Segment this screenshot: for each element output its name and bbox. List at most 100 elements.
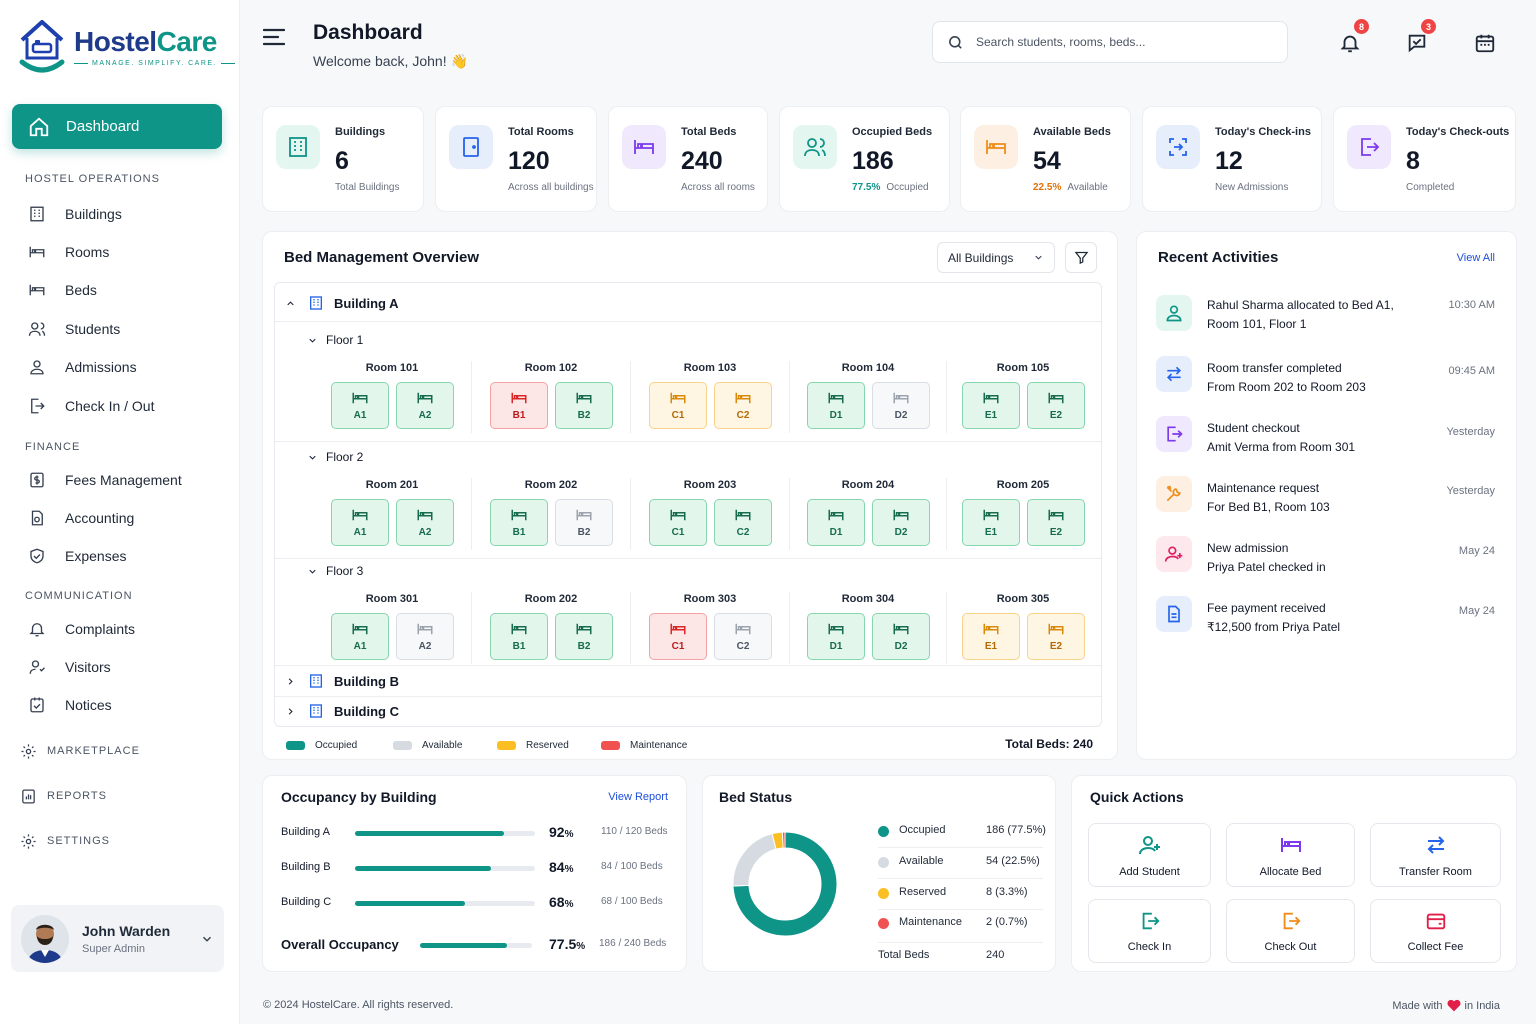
stat-card-checkouts[interactable]: Today's Check-outs 8 Completed <box>1333 106 1516 212</box>
bed-cell[interactable]: C1 <box>649 613 707 660</box>
bed-cell[interactable]: D2 <box>872 382 930 429</box>
bed-cell[interactable]: E1 <box>962 499 1020 546</box>
bed-id: B1 <box>512 640 526 652</box>
notifications-button[interactable]: 8 <box>1329 19 1371 64</box>
check-in-button[interactable]: Check In <box>1088 899 1211 963</box>
search-input[interactable] <box>976 35 1256 49</box>
bed-cell[interactable]: A2 <box>396 499 454 546</box>
sidebar-item-notices[interactable]: Notices <box>28 693 112 717</box>
bed-cell[interactable]: C2 <box>714 613 772 660</box>
bed-cell[interactable]: B2 <box>555 382 613 429</box>
gear-icon <box>21 833 36 849</box>
bed-icon <box>352 392 368 403</box>
floor-row[interactable]: Floor 1 <box>307 333 363 347</box>
sidebar-item-label: Notices <box>65 697 112 713</box>
add-student-button[interactable]: Add Student <box>1088 823 1211 887</box>
transfer-room-button[interactable]: Transfer Room <box>1370 823 1501 887</box>
floor-row[interactable]: Floor 3 <box>307 564 363 578</box>
sidebar-item-buildings[interactable]: Buildings <box>28 202 122 226</box>
logout-icon <box>1361 138 1380 156</box>
bed-cell[interactable]: B1 <box>490 613 548 660</box>
bed-cell[interactable]: B2 <box>555 613 613 660</box>
sidebar-item-label: Rooms <box>65 244 110 260</box>
stat-card-occupied[interactable]: Occupied Beds 186 77.5% Occupied <box>779 106 950 212</box>
bed-cell[interactable]: C2 <box>714 382 772 429</box>
stat-card-buildings[interactable]: Buildings 6 Total Buildings <box>262 106 424 212</box>
sidebar-item-admissions[interactable]: Admissions <box>28 355 137 379</box>
sidebar-item-beds[interactable]: Beds <box>28 278 97 302</box>
activity-detail: Room 101, Floor 1 <box>1207 317 1307 331</box>
view-report-link[interactable]: View Report <box>608 791 668 803</box>
bed-cell[interactable]: A1 <box>331 613 389 660</box>
stat-card-available[interactable]: Available Beds 54 22.5% Available <box>960 106 1131 212</box>
bed-cell[interactable]: E2 <box>1027 382 1085 429</box>
bed-cell[interactable]: A2 <box>396 382 454 429</box>
bed-cell[interactable]: A1 <box>331 382 389 429</box>
bed-cell[interactable]: B1 <box>490 382 548 429</box>
bed-cell[interactable]: E1 <box>962 613 1020 660</box>
bed-cell[interactable]: C1 <box>649 382 707 429</box>
building-row-c[interactable]: Building C <box>275 696 1101 726</box>
bed-cell[interactable]: B1 <box>490 499 548 546</box>
user-profile-card[interactable]: John Warden Super Admin <box>11 905 224 972</box>
activity-item[interactable]: Room transfer completed From Room 202 to … <box>1207 359 1417 397</box>
gear-icon <box>21 743 36 759</box>
stat-card-checkins[interactable]: Today's Check-ins 12 New Admissions <box>1142 106 1322 212</box>
brand-logo[interactable]: HostelCare MANAGE. SIMPLIFY. CARE. <box>18 18 236 74</box>
building-filter-select[interactable]: All Buildings <box>937 242 1055 273</box>
sidebar-item-fees[interactable]: Fees Management <box>28 468 182 492</box>
stat-card-beds[interactable]: Total Beds 240 Across all rooms <box>608 106 768 212</box>
progress-bar <box>355 831 535 836</box>
bed-cell[interactable]: D1 <box>807 613 865 660</box>
bed-cell[interactable]: B2 <box>555 499 613 546</box>
bed-cell[interactable]: C1 <box>649 499 707 546</box>
check-out-button[interactable]: Check Out <box>1226 899 1355 963</box>
bed-icon <box>893 623 909 634</box>
bed-cell[interactable]: D1 <box>807 382 865 429</box>
filter-button[interactable] <box>1065 242 1097 273</box>
activity-item[interactable]: Student checkout Amit Verma from Room 301 <box>1207 419 1417 457</box>
bed-cell[interactable]: E2 <box>1027 613 1085 660</box>
sidebar-item-expenses[interactable]: Expenses <box>28 544 126 568</box>
bed-cell[interactable]: A2 <box>396 613 454 660</box>
bed-cell[interactable]: D1 <box>807 499 865 546</box>
sidebar-item-settings[interactable]: SETTINGS <box>20 831 110 851</box>
sidebar-item-reports[interactable]: REPORTS <box>20 786 107 806</box>
brand-name-part: Hostel <box>74 25 157 57</box>
bed-icon <box>576 509 592 520</box>
collect-fee-button[interactable]: Collect Fee <box>1370 899 1501 963</box>
activity-item[interactable]: New admission Priya Patel checked in <box>1207 539 1417 577</box>
sidebar-item-marketplace[interactable]: MARKETPLACE <box>20 741 140 761</box>
menu-icon[interactable] <box>263 28 285 46</box>
floor-name: Floor 3 <box>326 564 364 578</box>
bed-cell[interactable]: D2 <box>872 499 930 546</box>
view-all-link[interactable]: View All <box>1456 252 1495 264</box>
sidebar-item-complaints[interactable]: Complaints <box>28 617 135 641</box>
sidebar-item-students[interactable]: Students <box>28 317 120 341</box>
bed-cell[interactable]: A1 <box>331 499 389 546</box>
bed-cell[interactable]: D2 <box>872 613 930 660</box>
search-box[interactable] <box>932 21 1288 63</box>
messages-button[interactable]: 3 <box>1396 19 1438 64</box>
document-icon <box>1156 596 1192 632</box>
bed-cell[interactable]: E1 <box>962 382 1020 429</box>
sidebar-item-visitors[interactable]: Visitors <box>28 655 111 679</box>
building-row-b[interactable]: Building B <box>275 666 1101 696</box>
bed-icon <box>511 623 527 634</box>
sidebar-item-check-in-out[interactable]: Check In / Out <box>28 394 154 418</box>
stat-card-rooms[interactable]: Total Rooms 120 Across all buildings <box>435 106 597 212</box>
calendar-button[interactable] <box>1464 22 1506 64</box>
sidebar-item-rooms[interactable]: Rooms <box>28 240 109 264</box>
building-row-a[interactable]: Building A <box>275 288 1101 318</box>
activity-item[interactable]: Rahul Sharma allocated to Bed A1, Room 10… <box>1207 296 1417 334</box>
floor-row[interactable]: Floor 2 <box>307 450 363 464</box>
allocate-bed-button[interactable]: Allocate Bed <box>1226 823 1355 887</box>
activity-item[interactable]: Fee payment received ₹12,500 from Priya P… <box>1207 599 1417 637</box>
bed-cell[interactable]: E2 <box>1027 499 1085 546</box>
activity-item[interactable]: Maintenance request For Bed B1, Room 103 <box>1207 479 1417 517</box>
bed-cell[interactable]: C2 <box>714 499 772 546</box>
chevron-right-icon <box>288 677 293 685</box>
floor-name: Floor 1 <box>326 333 364 347</box>
sidebar-item-accounting[interactable]: Accounting <box>28 506 134 530</box>
sidebar-item-dashboard[interactable]: Dashboard <box>12 104 222 149</box>
